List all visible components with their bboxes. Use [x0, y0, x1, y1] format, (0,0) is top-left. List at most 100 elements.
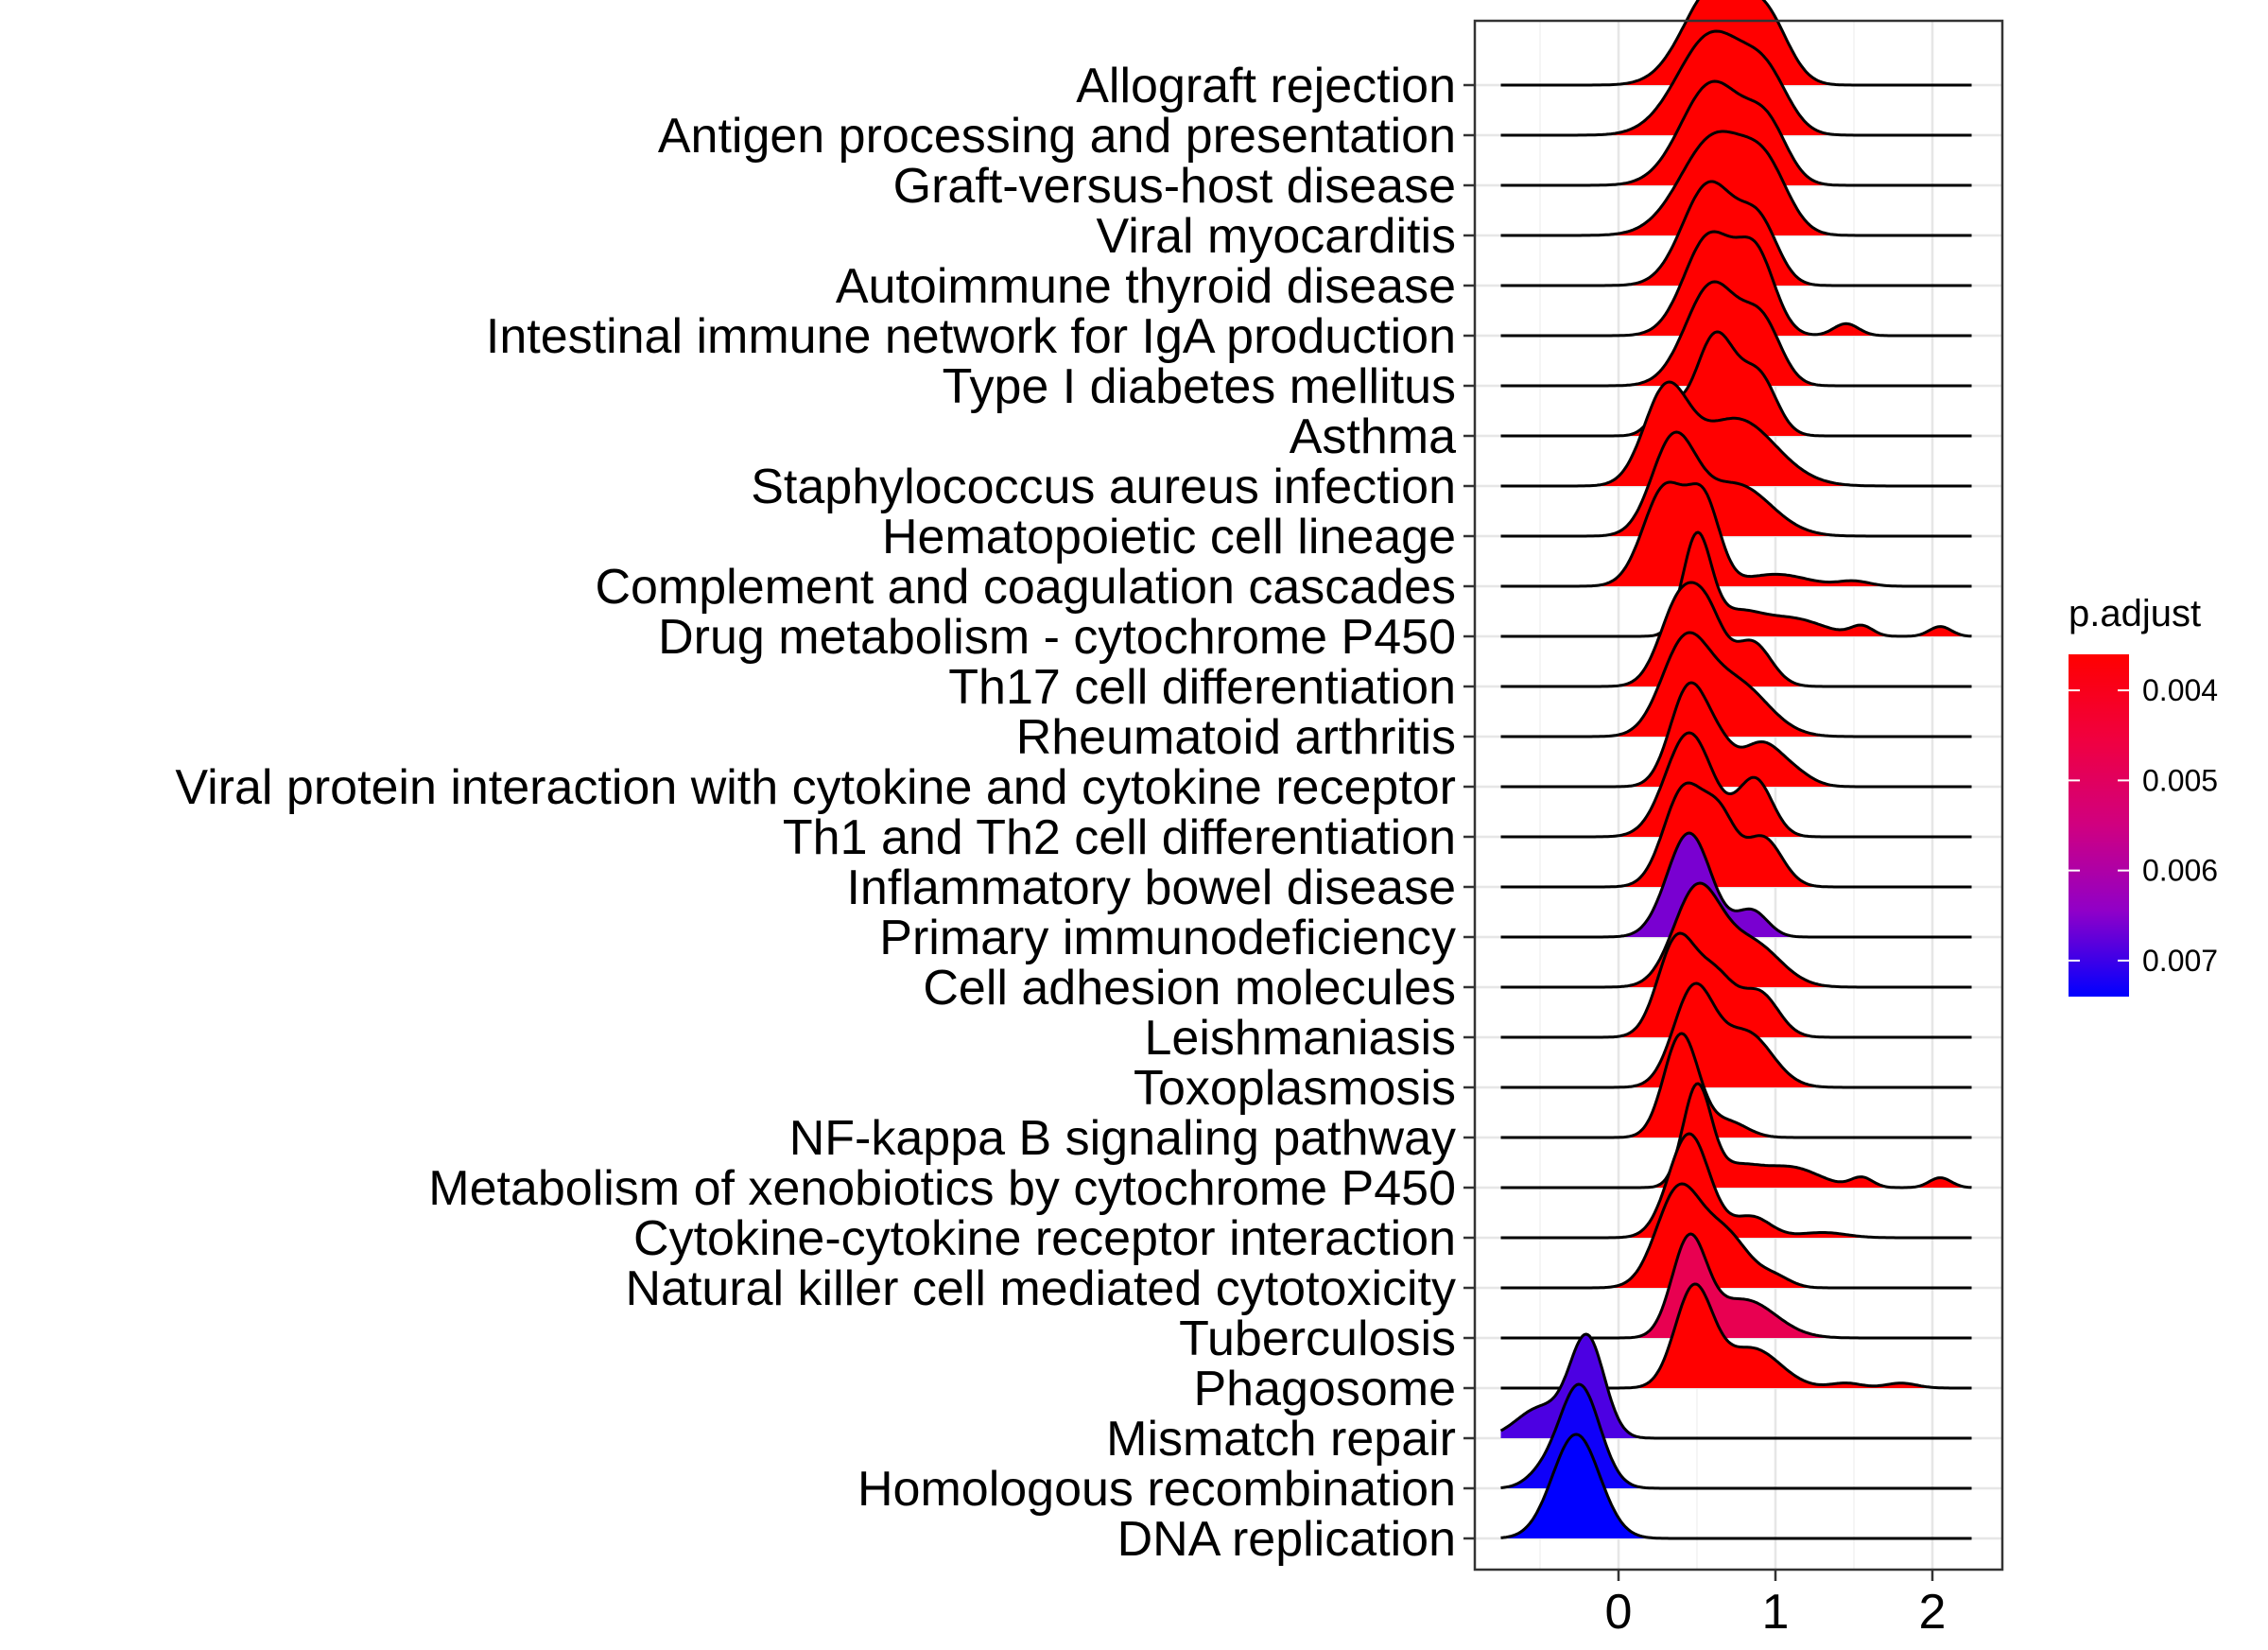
ridge-14 [1500, 631, 1972, 738]
legend-tick-label: 0.004 [2142, 673, 2218, 707]
ridge-5 [1500, 180, 1972, 287]
ridge-fill [1500, 1434, 1972, 1538]
ridge-fill [1500, 833, 1972, 937]
ridge-fill [1500, 983, 1972, 1087]
y-tick-label: Natural killer cell mediated cytotoxicit… [625, 1261, 1456, 1316]
y-tick-label: Staphylococcus aureus infection [751, 460, 1456, 514]
ridge-fill [1500, 1084, 1972, 1188]
ridge-17 [1500, 781, 1972, 889]
ridge-fill [1500, 31, 1972, 135]
y-tick-label: Th17 cell differentiation [948, 660, 1456, 715]
y-tick-label: Hematopoietic cell lineage [882, 510, 1456, 564]
ridge-outline [1500, 1032, 1972, 1139]
y-tick-label: Phagosome [1193, 1362, 1456, 1416]
ridge-outline [1500, 480, 1972, 588]
ridge-outline [1500, 831, 1972, 939]
y-tick-label: Viral protein interaction with cytokine … [175, 760, 1456, 815]
y-tick-label: Graft-versus-host disease [893, 159, 1456, 214]
y-tick-label: Drug metabolism - cytochrome P450 [658, 610, 1456, 665]
legend-colorbar [2069, 654, 2129, 997]
ridge-16 [1500, 731, 1972, 839]
y-tick-label: Leishmaniasis [1145, 1011, 1457, 1066]
legend-tick-label: 0.006 [2142, 854, 2218, 888]
ridge-outline [1500, 1433, 1972, 1540]
ridge-outline [1500, 631, 1972, 738]
ridge-20 [1500, 931, 1972, 1039]
ridge-28 [1499, 1332, 1972, 1440]
ridge-8 [1500, 330, 1972, 438]
y-tick-label: Tuberculosis [1179, 1311, 1456, 1366]
ridge-7 [1500, 280, 1972, 388]
ridge-24 [1500, 1132, 1972, 1240]
x-tick-label: 0 [1605, 1585, 1633, 1640]
ridge-outline [1500, 1182, 1972, 1290]
plot-border [1473, 19, 2004, 1572]
ridge-outline [1500, 0, 1972, 87]
y-tick-label: Intestinal immune network for IgA produc… [486, 309, 1456, 364]
ridge-outline [1500, 79, 1972, 187]
ridge-fill [1500, 1384, 1972, 1488]
y-tick-label: Mismatch repair [1106, 1412, 1456, 1467]
ridge-4 [1500, 130, 1972, 237]
ridge-25 [1500, 1182, 1972, 1290]
ridge-18 [1500, 831, 1972, 939]
ridge-outline [1500, 981, 1972, 1089]
y-tick-label: DNA replication [1117, 1512, 1456, 1567]
ridge-fill [1500, 683, 1972, 787]
x-tick-label: 1 [1762, 1585, 1790, 1640]
y-tick-label: Cytokine-cytokine receptor interaction [633, 1211, 1456, 1266]
ridge-30 [1500, 1433, 1972, 1540]
ridge-outline [1500, 881, 1972, 989]
x-tick-label: 2 [1919, 1585, 1947, 1640]
y-tick-label: NF-kappa B signaling pathway [789, 1111, 1456, 1166]
y-tick-label: Asthma [1290, 409, 1456, 464]
ridge-fill [1500, 582, 1972, 686]
y-tick-label: Inflammatory bowel disease [846, 860, 1456, 915]
y-tick-label: Metabolism of xenobiotics by cytochrome … [428, 1161, 1456, 1216]
ridge-6 [1500, 230, 1972, 338]
y-tick-label: Primary immunodeficiency [879, 911, 1456, 965]
ridge-fill [1500, 232, 1972, 336]
ridge-9 [1500, 380, 1972, 488]
ridge-outline [1500, 29, 1972, 137]
ridge-10 [1500, 430, 1972, 538]
ridge-15 [1500, 681, 1972, 789]
y-tick-label: Homologous recombination [857, 1462, 1456, 1517]
ridge-outline [1500, 781, 1972, 889]
ridge-19 [1500, 881, 1972, 989]
ridge-fill [1500, 783, 1972, 887]
ridge-outline [1499, 1332, 1972, 1440]
ridge-12 [1500, 530, 1972, 638]
ridge-fill [1500, 282, 1972, 386]
ridge-outline [1500, 430, 1972, 538]
y-tick-label: Antigen processing and presentation [658, 109, 1456, 164]
y-tick-label: Th1 and Th2 cell differentiation [783, 810, 1456, 865]
legend-title: p.adjust [2069, 593, 2201, 634]
ridge-fill [1500, 633, 1972, 737]
y-tick-label: Viral myocarditis [1097, 209, 1456, 264]
ridge-outline [1500, 130, 1972, 237]
ridge-11 [1500, 480, 1972, 588]
legend-tick-label: 0.007 [2142, 944, 2218, 978]
ridge-outline [1500, 180, 1972, 287]
ridge-fill [1500, 1234, 1972, 1338]
ridge-outline [1500, 731, 1972, 839]
legend-ticks: 0.004 0.005 0.006 0.007 [2069, 673, 2218, 978]
ridge-fill [1500, 883, 1972, 987]
ridges [1473, 0, 2004, 1572]
ridge-outline [1500, 230, 1972, 338]
ridge-outline [1500, 380, 1972, 488]
ridge-outline [1500, 581, 1972, 688]
ridge-outline [1500, 931, 1972, 1039]
y-tick-label: Toxoplasmosis [1134, 1061, 1456, 1116]
y-tick-label: Rheumatoid arthritis [1016, 710, 1456, 765]
ridge-2 [1500, 29, 1972, 137]
ridge-fill [1500, 1184, 1972, 1288]
ridge-29 [1500, 1382, 1972, 1490]
ridge-23 [1500, 1082, 1972, 1190]
y-tick-label: Complement and coagulation cascades [595, 560, 1456, 615]
ridge-outline [1500, 330, 1972, 438]
legend-tick-label: 0.005 [2142, 763, 2218, 797]
